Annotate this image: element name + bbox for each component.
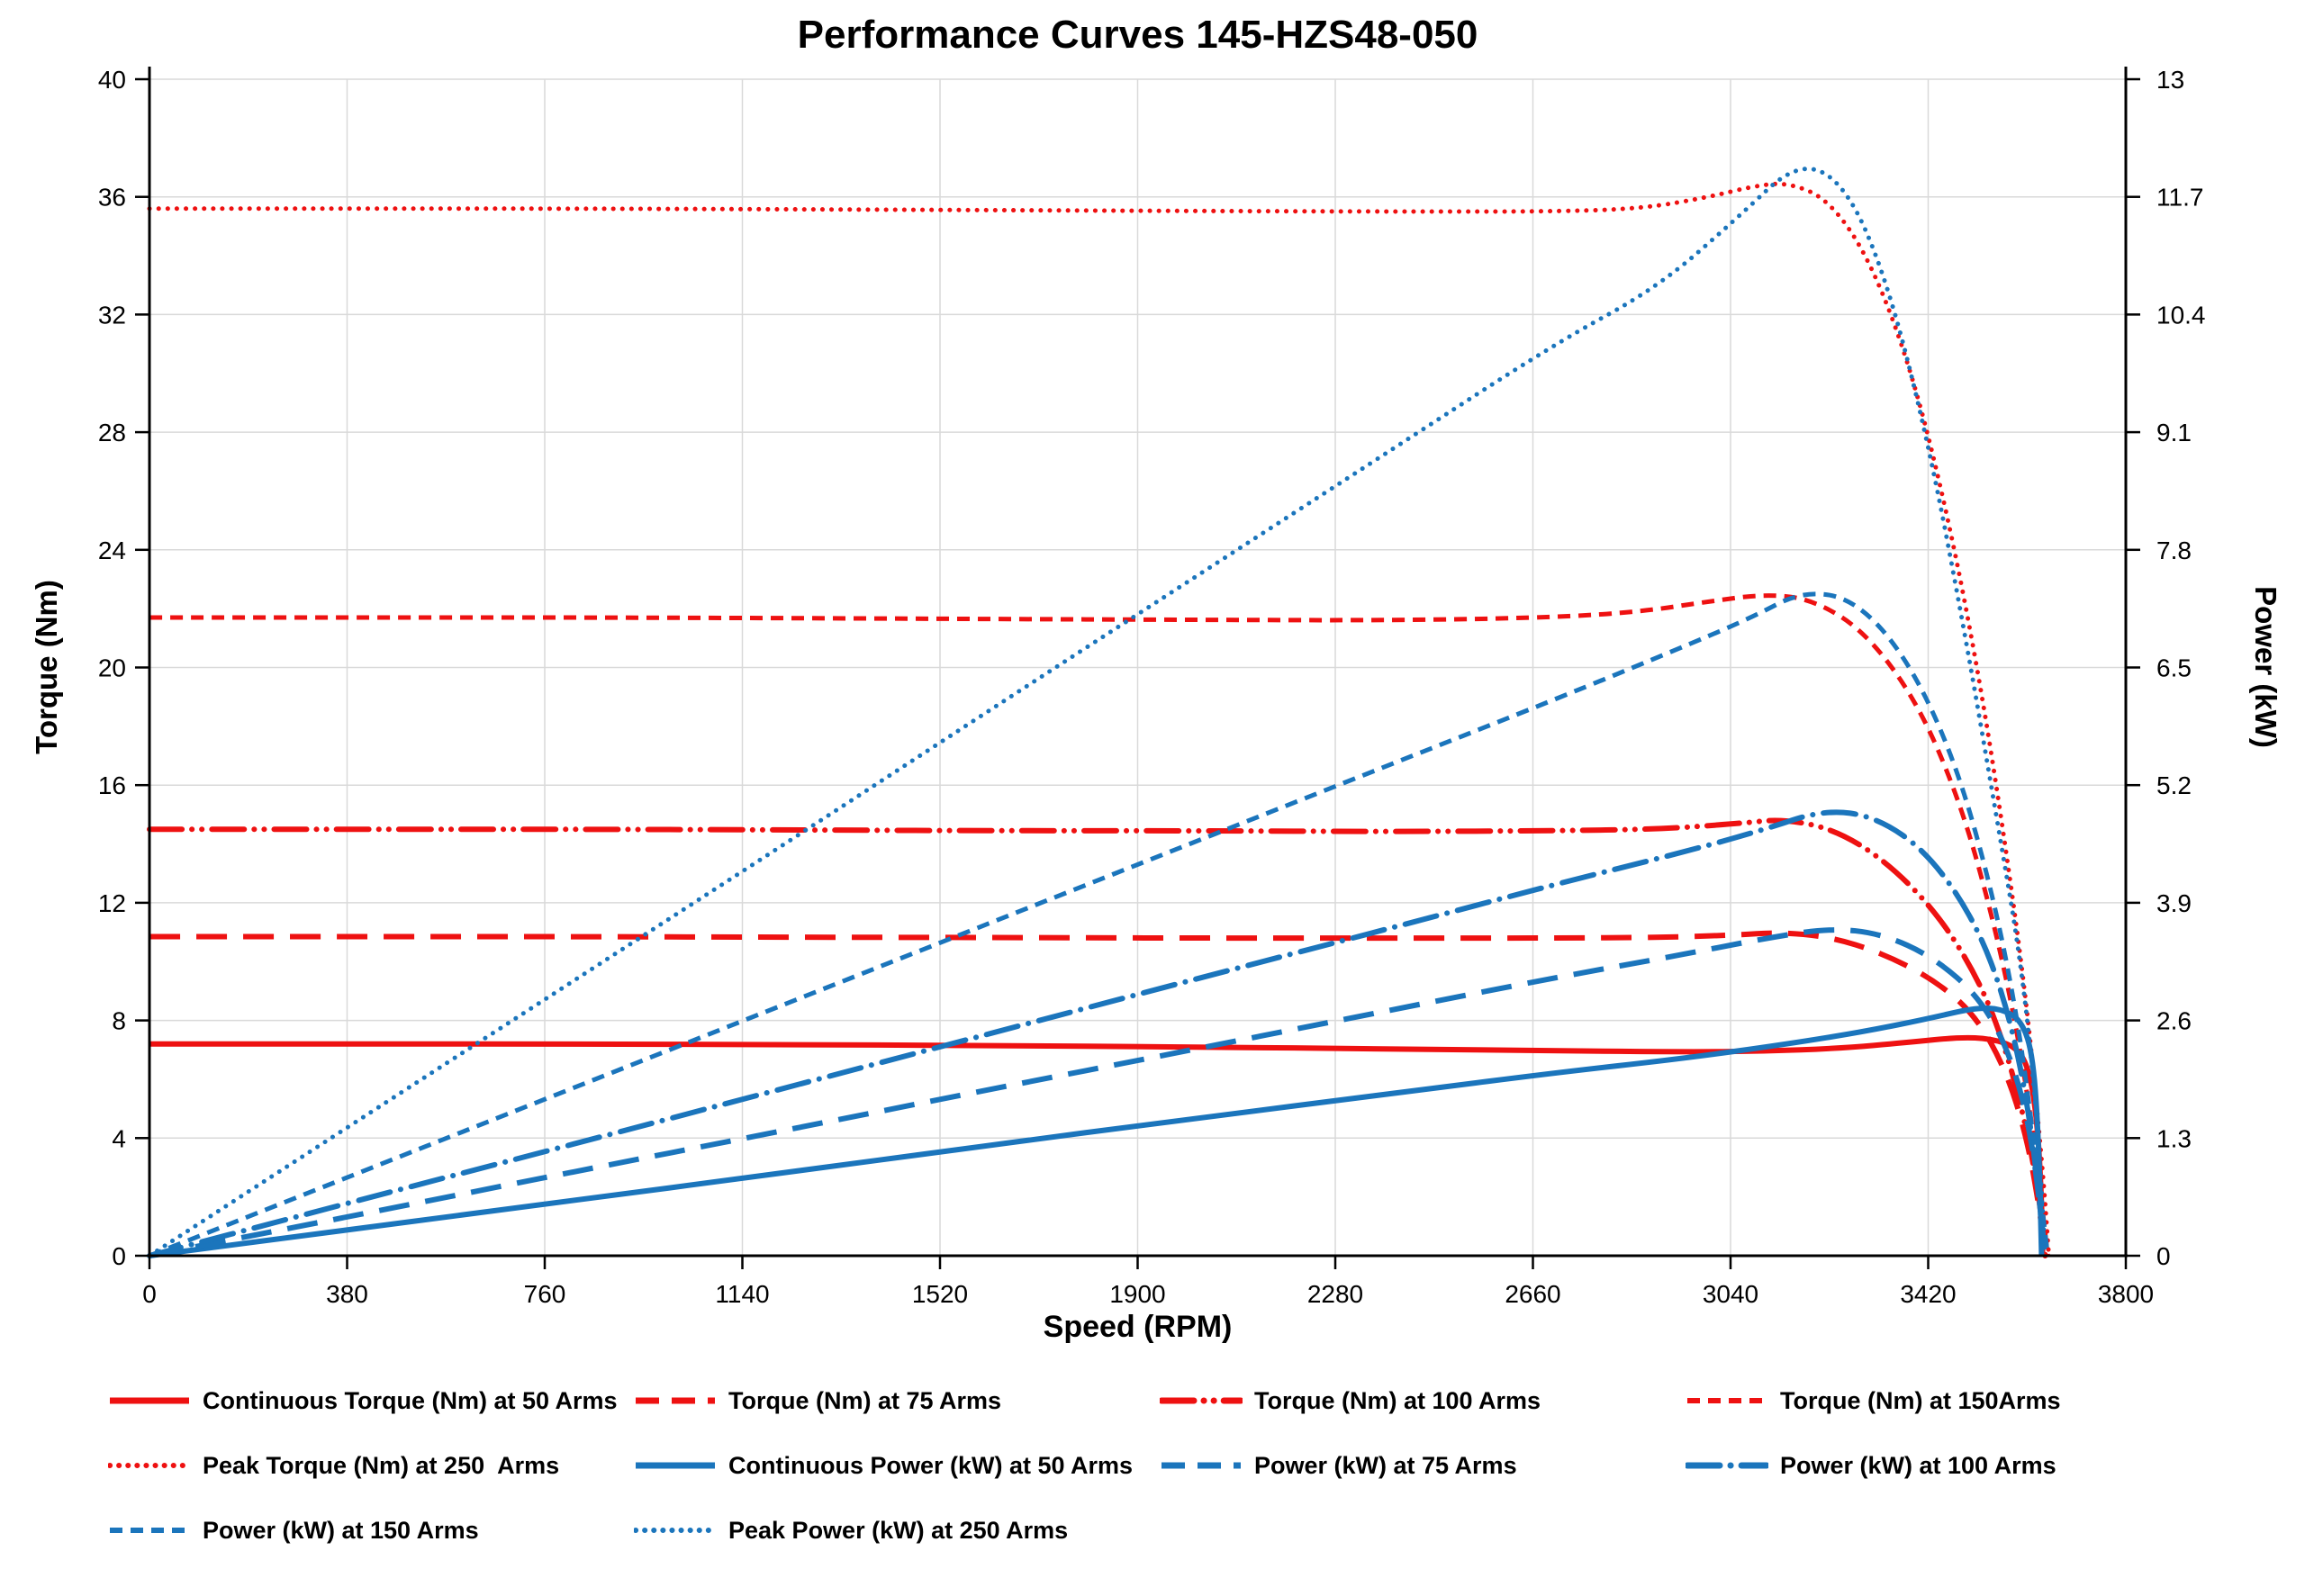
legend-label: Torque (Nm) at 75 Arms [728, 1386, 1002, 1414]
legend-item-9: Power (kW) at 150 Arms [108, 1510, 634, 1550]
series-3-curve [147, 817, 2048, 1258]
legend-label: Power (kW) at 75 Arms [1254, 1451, 1517, 1479]
tick-label: 16 [98, 771, 126, 799]
series-1-curve [149, 1034, 2046, 1257]
tick-label: 24 [98, 537, 126, 564]
tick-label: 2660 [1505, 1280, 1560, 1308]
legend-item-4: Torque (Nm) at 150Arms [1686, 1381, 2211, 1420]
series-4-curve [149, 593, 2050, 1257]
legend-item-2: Torque (Nm) at 75 Arms [634, 1381, 1160, 1420]
tick-label: 10.4 [2156, 301, 2206, 329]
legend-label: Peak Torque (Nm) at 250 Arms [203, 1451, 560, 1479]
legend-label: Torque (Nm) at 100 Arms [1254, 1386, 1541, 1414]
tick-label: 3.9 [2156, 889, 2192, 917]
tick-label: 20 [98, 654, 126, 682]
tick-label: 3040 [1703, 1280, 1758, 1308]
tick-label: 4 [112, 1124, 126, 1152]
tick-label: 3420 [1900, 1280, 1956, 1308]
legend-line-sample [110, 1528, 189, 1533]
tick-label: 1140 [715, 1280, 769, 1308]
legend-line-sample [108, 1463, 191, 1468]
series-9-curve [149, 591, 2050, 1258]
tick-label: 3800 [2098, 1280, 2154, 1308]
tick-label: 9.1 [2156, 419, 2192, 446]
tick-label: 0 [112, 1242, 126, 1270]
series-7-curve [149, 927, 2048, 1258]
tick-label: 40 [98, 66, 126, 94]
tick-label: 1520 [912, 1280, 968, 1308]
legend-label: Power (kW) at 100 Arms [1780, 1451, 2056, 1479]
tick-label: 13 [2156, 66, 2184, 94]
legend-line-sample [1686, 1462, 1768, 1469]
legend-item-1: Continuous Torque (Nm) at 50 Arms [108, 1381, 634, 1420]
legend-line-sample [1160, 1397, 1243, 1404]
legend-label: Torque (Nm) at 150Arms [1780, 1386, 2061, 1414]
legend-item-3: Torque (Nm) at 100 Arms [1160, 1381, 1686, 1420]
series-2-curve [149, 930, 2048, 1257]
left-axis-title: Torque (Nm) [30, 580, 63, 754]
legend-line-sample [1687, 1398, 1767, 1403]
legend-label: Continuous Torque (Nm) at 50 Arms [203, 1386, 618, 1414]
legend-item-8: Power (kW) at 100 Arms [1686, 1446, 2211, 1485]
chart-title: Performance Curves 145-HZS48-050 [797, 13, 1478, 57]
legend-label: Power (kW) at 150 Arms [203, 1516, 479, 1544]
tick-label: 2.6 [2156, 1007, 2192, 1035]
tick-label: 6.5 [2156, 654, 2192, 682]
series-8-curve [147, 809, 2048, 1258]
x-axis-title: Speed (RPM) [1043, 1310, 1233, 1344]
series-5-curve [147, 181, 2052, 1258]
tick-label: 32 [98, 301, 126, 329]
tick-label: 12 [98, 889, 126, 917]
series-10-curve [147, 167, 2047, 1258]
tick-label: 0 [142, 1280, 157, 1308]
tick-label: 28 [98, 419, 126, 446]
legend-item-7: Power (kW) at 75 Arms [1160, 1446, 1686, 1485]
tick-label: 1.3 [2156, 1124, 2192, 1152]
tick-label: 1900 [1109, 1280, 1165, 1308]
tick-label: 8 [112, 1007, 126, 1035]
tick-label: 11.7 [2156, 184, 2203, 212]
tick-label: 380 [326, 1280, 368, 1308]
legend-item-5: Peak Torque (Nm) at 250 Arms [108, 1446, 634, 1485]
tick-label: 5.2 [2156, 771, 2192, 799]
tick-label: 760 [524, 1280, 566, 1308]
legend-label: Continuous Power (kW) at 50 Arms [728, 1451, 1134, 1479]
tick-label: 0 [2156, 1242, 2171, 1270]
legend-item-6: Continuous Power (kW) at 50 Arms [634, 1446, 1160, 1485]
legend-label: Peak Power (kW) at 250 Arms [728, 1516, 1069, 1544]
legend-line-sample [1162, 1462, 1241, 1469]
legend-line-sample [634, 1528, 717, 1533]
tick-label: 36 [98, 184, 126, 212]
legend-line-sample [110, 1397, 189, 1404]
tick-label: 2280 [1307, 1280, 1363, 1308]
legend-item-10: Peak Power (kW) at 250 Arms [634, 1510, 1160, 1550]
legend-line-sample [636, 1397, 715, 1404]
tick-label: 7.8 [2156, 537, 2192, 564]
legend-line-sample [636, 1462, 715, 1469]
right-axis-title: Power (kW) [2249, 586, 2282, 748]
legend: Continuous Torque (Nm) at 50 Arms Torque … [108, 1381, 2251, 1550]
